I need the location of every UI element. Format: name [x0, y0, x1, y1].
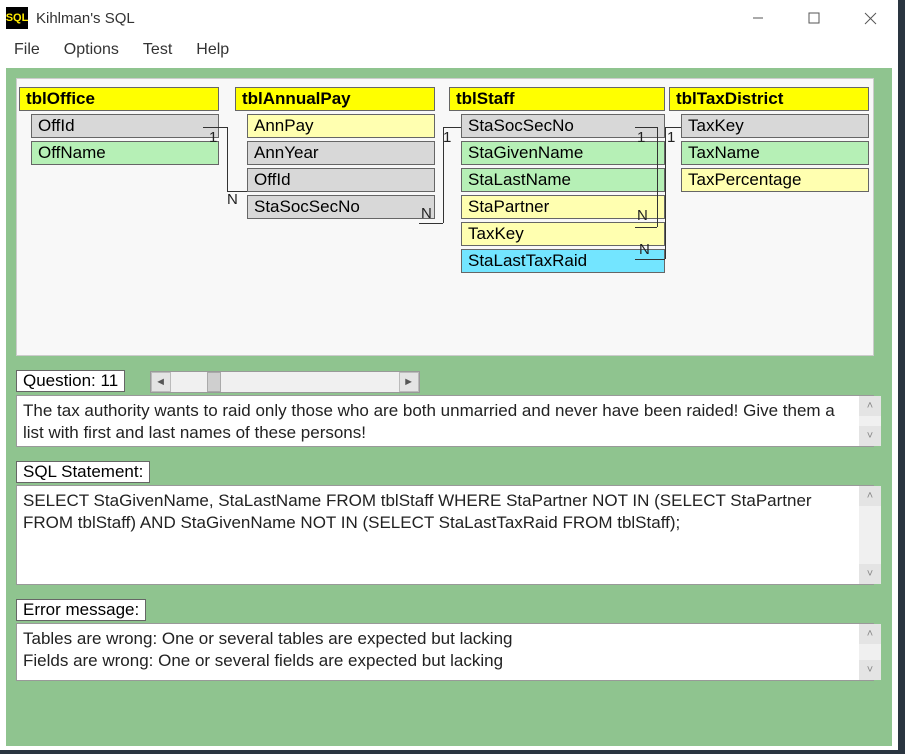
sql-vscroll[interactable]: ˄ ˅: [859, 486, 881, 584]
field-stapartner[interactable]: StaPartner: [461, 195, 665, 219]
scroll-down-icon[interactable]: ˅: [859, 660, 881, 680]
scroll-up-icon[interactable]: ˄: [859, 486, 881, 506]
question-scrollbar[interactable]: ◄ ►: [150, 371, 420, 393]
table-header: tblAnnualPay: [235, 87, 435, 111]
table-header: tblOffice: [19, 87, 219, 111]
field-offid[interactable]: OffId: [31, 114, 219, 138]
field-stalasttaxraid[interactable]: StaLastTaxRaid: [461, 249, 665, 273]
window-title: Kihlman's SQL: [36, 10, 135, 27]
window-controls: [730, 0, 898, 36]
table-staff[interactable]: tblStaff StaSocSecNo StaGivenName StaLas…: [449, 87, 665, 273]
menu-file[interactable]: File: [4, 39, 50, 61]
field-taxkey[interactable]: TaxKey: [461, 222, 665, 246]
field-stagivenname[interactable]: StaGivenName: [461, 141, 665, 165]
app-window: SQL Kihlman's SQL File Options Test Help…: [0, 0, 898, 750]
field-offname[interactable]: OffName: [31, 141, 219, 165]
scroll-left-icon[interactable]: ◄: [151, 372, 171, 392]
menu-options[interactable]: Options: [54, 39, 129, 61]
table-taxdistrict[interactable]: tblTaxDistrict TaxKey TaxName TaxPercent…: [669, 87, 869, 192]
scroll-down-icon[interactable]: ˅: [859, 426, 881, 446]
table-header: tblTaxDistrict: [669, 87, 869, 111]
menubar: File Options Test Help: [0, 36, 898, 64]
schema-diagram: tblOffice OffId OffName tblAnnualPay Ann…: [16, 78, 874, 356]
question-label: Question: 11: [16, 370, 125, 392]
field-annyear[interactable]: AnnYear: [247, 141, 435, 165]
titlebar: SQL Kihlman's SQL: [0, 0, 898, 36]
field-stalastname[interactable]: StaLastName: [461, 168, 665, 192]
scroll-right-icon[interactable]: ►: [399, 372, 419, 392]
close-button[interactable]: [842, 0, 898, 36]
menu-help[interactable]: Help: [186, 39, 239, 61]
field-taxpercentage[interactable]: TaxPercentage: [681, 168, 869, 192]
question-number: 11: [101, 371, 119, 390]
field-taxkey[interactable]: TaxKey: [681, 114, 869, 138]
table-header: tblStaff: [449, 87, 665, 111]
client-area: tblOffice OffId OffName tblAnnualPay Ann…: [6, 68, 892, 746]
question-vscroll[interactable]: ˄ ˅: [859, 396, 881, 446]
error-text: Tables are wrong: One or several tables …: [16, 623, 874, 681]
field-annpay[interactable]: AnnPay: [247, 114, 435, 138]
scroll-track[interactable]: [171, 372, 399, 392]
table-annualpay[interactable]: tblAnnualPay AnnPay AnnYear OffId StaSoc…: [235, 87, 435, 219]
app-icon: SQL: [6, 7, 28, 29]
field-offid[interactable]: OffId: [247, 168, 435, 192]
field-stasocsecno[interactable]: StaSocSecNo: [461, 114, 665, 138]
sql-input[interactable]: SELECT StaGivenName, StaLastName FROM tb…: [16, 485, 874, 585]
scroll-up-icon[interactable]: ˄: [859, 624, 881, 644]
scroll-down-icon[interactable]: ˅: [859, 564, 881, 584]
field-stasocsecno[interactable]: StaSocSecNo: [247, 195, 435, 219]
table-office[interactable]: tblOffice OffId OffName: [19, 87, 219, 165]
scroll-up-icon[interactable]: ˄: [859, 396, 881, 416]
minimize-button[interactable]: [730, 0, 786, 36]
maximize-button[interactable]: [786, 0, 842, 36]
question-text[interactable]: The tax authority wants to raid only tho…: [16, 395, 874, 447]
error-vscroll[interactable]: ˄ ˅: [859, 624, 881, 680]
field-taxname[interactable]: TaxName: [681, 141, 869, 165]
menu-test[interactable]: Test: [133, 39, 182, 61]
sql-label: SQL Statement:: [16, 461, 150, 483]
error-label: Error message:: [16, 599, 146, 621]
question-label-text: Question:: [23, 371, 101, 390]
